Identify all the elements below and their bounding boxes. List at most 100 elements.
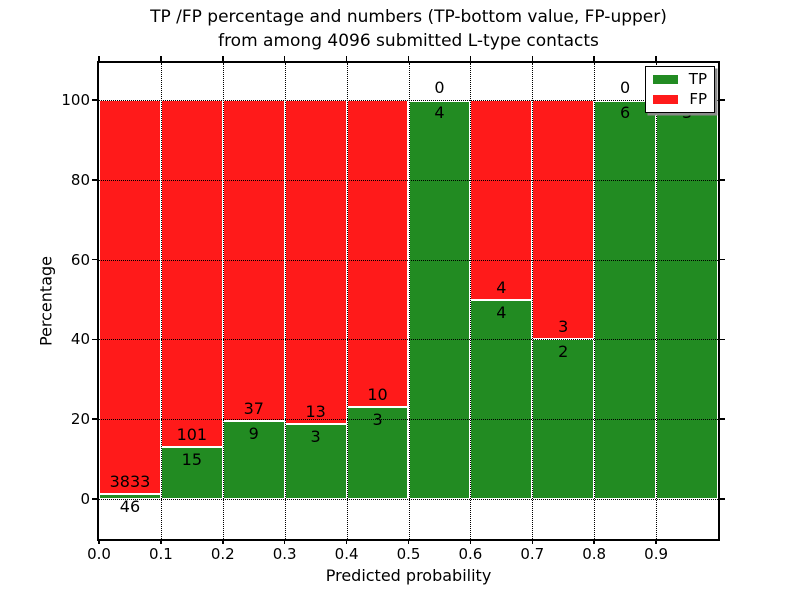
x-tick-label: 0.2 bbox=[210, 545, 235, 563]
bar-label-fp: 10 bbox=[367, 384, 388, 404]
bar-fp-segment bbox=[470, 100, 533, 300]
x-tick-mark bbox=[655, 539, 657, 544]
y-tick-label: 40 bbox=[70, 330, 90, 349]
y-tick-mark-right bbox=[720, 99, 725, 101]
legend-label-fp: FP bbox=[689, 90, 707, 108]
legend-row-tp: TP bbox=[653, 72, 707, 87]
y-tick-mark bbox=[92, 338, 97, 341]
chart-title-line2: from among 4096 submitted L-type contact… bbox=[218, 30, 599, 51]
gridline-horizontal bbox=[99, 259, 718, 261]
bar-tp-segment bbox=[284, 424, 347, 499]
x-tick-label: 0.5 bbox=[396, 545, 421, 563]
bar-tp-segment bbox=[99, 494, 161, 499]
gridline-vertical bbox=[346, 63, 348, 539]
legend: TP FP bbox=[645, 66, 715, 113]
x-tick-label: 0.1 bbox=[148, 545, 173, 563]
bar-fp-segment bbox=[160, 100, 223, 448]
bar-tp-segment bbox=[470, 299, 533, 499]
x-tick-mark-top bbox=[345, 56, 348, 61]
bar-label-fp: 0 bbox=[434, 78, 445, 97]
x-tick-mark bbox=[469, 539, 472, 544]
y-tick-label: 100 bbox=[61, 91, 90, 109]
y-tick-mark-right bbox=[720, 338, 725, 341]
x-tick-mark-top bbox=[593, 56, 595, 61]
x-tick-mark bbox=[222, 539, 224, 544]
x-tick-mark bbox=[407, 539, 410, 544]
x-tick-label: 0.8 bbox=[582, 545, 607, 563]
x-tick-mark bbox=[98, 539, 100, 544]
x-tick-mark bbox=[345, 539, 348, 544]
gridline-horizontal bbox=[99, 419, 718, 421]
x-tick-mark-top bbox=[531, 56, 534, 61]
chart-title-line1: TP /FP percentage and numbers (TP-bottom… bbox=[150, 7, 667, 27]
x-tick-mark-top bbox=[469, 56, 472, 61]
y-tick-mark-right bbox=[720, 258, 725, 261]
bar-label-tp: 4 bbox=[496, 302, 507, 322]
gridline-vertical bbox=[222, 63, 224, 539]
y-tick-mark bbox=[92, 498, 97, 500]
y-tick-mark bbox=[92, 418, 97, 420]
y-tick-mark bbox=[92, 179, 97, 181]
gridline-vertical bbox=[408, 63, 410, 539]
x-tick-mark bbox=[593, 539, 595, 544]
chart-title: TP /FP percentage and numbers (TP-bottom… bbox=[97, 6, 720, 54]
gridline-vertical bbox=[160, 63, 162, 539]
bar-label-fp: 4 bbox=[496, 277, 507, 297]
y-tick-mark-right bbox=[720, 498, 725, 500]
y-tick-mark-right bbox=[720, 418, 725, 420]
gridline-vertical bbox=[470, 63, 472, 539]
bar-fp-segment bbox=[346, 100, 409, 407]
legend-label-tp: TP bbox=[688, 70, 707, 88]
bar-fp-segment bbox=[284, 100, 347, 425]
bar-tp-segment bbox=[346, 406, 409, 499]
bar-fp-segment bbox=[99, 100, 161, 495]
bar-label-tp: 2 bbox=[558, 342, 569, 362]
bar-label-tp: 46 bbox=[119, 497, 141, 517]
y-tick-mark bbox=[92, 258, 97, 261]
bar-tp-segment bbox=[656, 100, 718, 499]
gridline-vertical bbox=[594, 63, 596, 539]
bar-label-fp: 13 bbox=[305, 402, 326, 422]
bar-label-tp: 15 bbox=[181, 450, 203, 470]
gridline-horizontal bbox=[99, 339, 718, 341]
gridline-horizontal bbox=[99, 499, 718, 500]
bar-label-tp: 3 bbox=[310, 427, 321, 447]
x-tick-mark-top bbox=[407, 56, 410, 61]
x-tick-mark-top bbox=[98, 56, 100, 61]
bar-label-fp: 3 bbox=[558, 317, 569, 337]
y-axis-label: Percentage bbox=[36, 255, 56, 347]
plot-area: 383346101153791331030444320603 bbox=[97, 61, 720, 541]
bar-label-fp: 101 bbox=[176, 425, 208, 445]
bar-tp-segment bbox=[408, 100, 471, 499]
legend-row-fp: FP bbox=[653, 92, 707, 107]
x-tick-mark-top bbox=[283, 56, 286, 61]
x-axis-label: Predicted probability bbox=[325, 566, 492, 585]
gridline-horizontal bbox=[99, 100, 718, 101]
bar-fp-segment bbox=[532, 100, 595, 340]
bar-label-fp: 0 bbox=[620, 78, 631, 97]
bar-label-fp: 3833 bbox=[109, 472, 151, 492]
bar-label-tp: 6 bbox=[620, 103, 631, 122]
y-tick-label: 0 bbox=[80, 490, 90, 508]
gridline-horizontal bbox=[99, 179, 718, 181]
y-tick-label: 80 bbox=[70, 170, 90, 189]
y-tick-label: 60 bbox=[70, 250, 90, 269]
y-tick-mark-right bbox=[720, 179, 725, 181]
x-tick-mark bbox=[283, 539, 286, 544]
bar-label-fp: 37 bbox=[243, 398, 264, 418]
x-tick-mark-top bbox=[655, 56, 657, 61]
gridline-vertical bbox=[532, 63, 534, 539]
x-tick-mark bbox=[531, 539, 534, 544]
bar-tp-segment bbox=[594, 100, 657, 499]
x-tick-mark-top bbox=[160, 56, 162, 61]
x-tick-label: 0.3 bbox=[272, 545, 297, 563]
y-tick-label: 20 bbox=[70, 410, 90, 429]
fp-color-swatch bbox=[653, 95, 678, 104]
bar-label-tp: 9 bbox=[248, 423, 259, 443]
bar-label-tp: 4 bbox=[434, 103, 445, 122]
bar-label-tp: 3 bbox=[372, 409, 383, 429]
x-tick-mark-top bbox=[222, 56, 224, 61]
bar-tp-segment bbox=[222, 420, 285, 499]
x-tick-label: 0.0 bbox=[87, 545, 111, 563]
